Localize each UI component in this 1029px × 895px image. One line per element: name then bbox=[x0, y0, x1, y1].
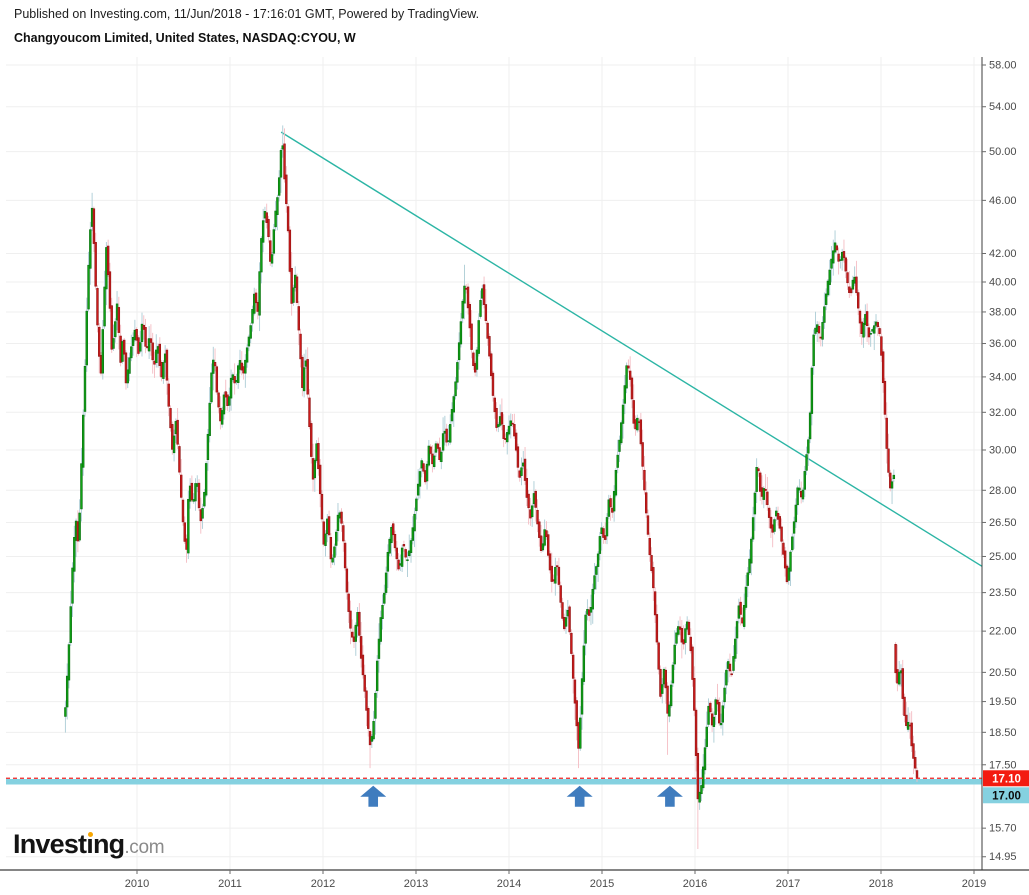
y-tick-label: 46.00 bbox=[989, 195, 1017, 207]
grid-layer bbox=[6, 57, 982, 870]
y-tick-label: 38.00 bbox=[989, 306, 1017, 318]
y-tick-label: 40.00 bbox=[989, 276, 1017, 288]
y-tick-label: 26.50 bbox=[989, 517, 1017, 529]
logo-orange-dot-icon bbox=[87, 831, 93, 837]
y-tick-label: 54.00 bbox=[989, 101, 1017, 113]
last-price-badge: 17.10 bbox=[983, 770, 1029, 787]
y-tick-label: 25.00 bbox=[989, 551, 1017, 563]
y-tick-label: 18.50 bbox=[989, 727, 1017, 739]
logo-domain: .com bbox=[124, 837, 165, 858]
descending-trendline bbox=[280, 131, 983, 567]
candle-wicks-layer bbox=[64, 125, 918, 849]
x-tick-label: 2019 bbox=[962, 878, 986, 890]
chart-title: Changyoucom Limited, United States, NASD… bbox=[14, 31, 356, 45]
x-tick-label: 2017 bbox=[776, 878, 800, 890]
up-arrow-icon bbox=[360, 785, 387, 807]
x-tick-label: 2010 bbox=[125, 878, 149, 890]
support-price-badge: 17.00 bbox=[983, 787, 1029, 804]
y-tick-label: 28.00 bbox=[989, 485, 1017, 497]
x-tick-label: 2011 bbox=[218, 878, 242, 890]
y-tick-label: 23.50 bbox=[989, 587, 1017, 599]
x-tick-label: 2013 bbox=[404, 878, 428, 890]
y-tick-label: 58.00 bbox=[989, 60, 1017, 72]
signal-arrows-layer bbox=[360, 785, 683, 807]
logo-prefix: Invest bbox=[13, 829, 87, 859]
up-arrow-icon bbox=[566, 785, 593, 807]
up-arrow-icon bbox=[656, 785, 683, 807]
y-axis-labels: 58.00 54.00 50.00 46.00 42.00 40.00 38.00 36.00… bbox=[982, 60, 1017, 863]
x-tick-label: 2016 bbox=[683, 878, 707, 890]
y-tick-label: 42.00 bbox=[989, 248, 1017, 260]
y-tick-label: 20.50 bbox=[989, 667, 1017, 679]
x-tick-label: 2014 bbox=[497, 878, 521, 890]
x-tick-label: 2018 bbox=[869, 878, 893, 890]
published-line: Published on Investing.com, 11/Jun/2018 … bbox=[14, 7, 480, 21]
svg-text:17.00: 17.00 bbox=[992, 790, 1021, 802]
logo-dotted-i: ı bbox=[86, 829, 93, 859]
logo-suffix: ng bbox=[92, 829, 125, 859]
y-tick-label: 30.00 bbox=[989, 445, 1017, 457]
x-tick-label: 2012 bbox=[311, 878, 335, 890]
svg-text:17.10: 17.10 bbox=[992, 773, 1021, 785]
candles-layer bbox=[64, 143, 919, 803]
y-tick-label: 15.70 bbox=[989, 823, 1017, 835]
x-axis-labels: 2010 2011 2012 2013 2014 2015 2016 2017 2018 2019 bbox=[125, 870, 986, 890]
investing-logo: Investı ng.com bbox=[13, 829, 165, 860]
y-tick-label: 14.95 bbox=[989, 851, 1017, 863]
y-tick-label: 34.00 bbox=[989, 371, 1017, 383]
y-tick-label: 36.00 bbox=[989, 338, 1017, 350]
y-tick-label: 17.50 bbox=[989, 759, 1017, 771]
y-tick-label: 32.00 bbox=[989, 407, 1017, 419]
y-tick-label: 22.00 bbox=[989, 626, 1017, 638]
y-tick-label: 50.00 bbox=[989, 146, 1017, 158]
x-tick-label: 2015 bbox=[590, 878, 614, 890]
y-tick-label: 19.50 bbox=[989, 696, 1017, 708]
